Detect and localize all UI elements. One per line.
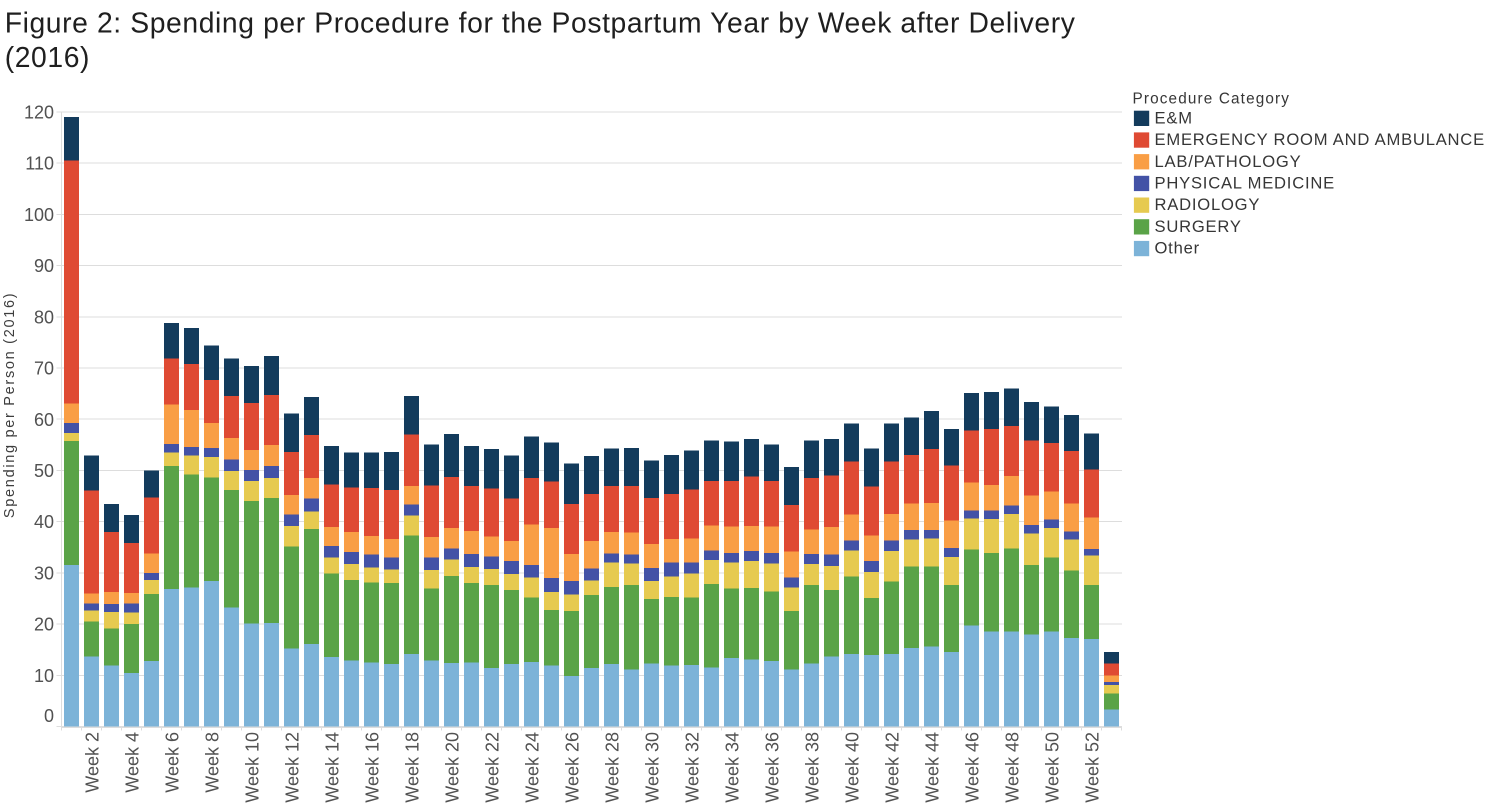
svg-text:Week 36: Week 36 bbox=[763, 732, 783, 803]
svg-text:Week 14: Week 14 bbox=[323, 732, 343, 803]
svg-text:60: 60 bbox=[34, 410, 54, 430]
svg-text:0: 0 bbox=[44, 706, 54, 726]
svg-text:Week 20: Week 20 bbox=[443, 732, 463, 803]
svg-text:Week 12: Week 12 bbox=[283, 732, 303, 803]
svg-text:Week 8: Week 8 bbox=[203, 732, 223, 793]
svg-text:20: 20 bbox=[34, 615, 54, 635]
svg-text:90: 90 bbox=[34, 256, 54, 276]
svg-text:Figure 2: Spending per Procedu: Figure 2: Spending per Procedure for the… bbox=[5, 7, 1076, 39]
svg-text:Week 2: Week 2 bbox=[83, 732, 103, 793]
svg-text:Other: Other bbox=[1155, 239, 1200, 258]
svg-text:50: 50 bbox=[34, 461, 54, 481]
svg-text:Spending per Person (2016): Spending per Person (2016) bbox=[2, 292, 18, 518]
svg-text:120: 120 bbox=[24, 102, 54, 122]
svg-text:Procedure Category: Procedure Category bbox=[1133, 91, 1291, 108]
svg-text:10: 10 bbox=[34, 666, 54, 686]
svg-text:Week 50: Week 50 bbox=[1043, 732, 1063, 803]
svg-text:Week 28: Week 28 bbox=[603, 732, 623, 803]
svg-text:E&M: E&M bbox=[1155, 108, 1193, 127]
svg-text:30: 30 bbox=[34, 563, 54, 583]
svg-text:(2016): (2016) bbox=[5, 41, 90, 73]
svg-text:100: 100 bbox=[24, 205, 54, 225]
svg-text:PHYSICAL MEDICINE: PHYSICAL MEDICINE bbox=[1155, 174, 1335, 193]
svg-text:Week 46: Week 46 bbox=[963, 732, 983, 803]
svg-text:Week 30: Week 30 bbox=[643, 732, 663, 803]
svg-text:70: 70 bbox=[34, 359, 54, 379]
svg-text:Week 42: Week 42 bbox=[883, 732, 903, 803]
svg-text:LAB/PATHOLOGY: LAB/PATHOLOGY bbox=[1155, 152, 1302, 171]
svg-text:Week 6: Week 6 bbox=[163, 732, 183, 793]
svg-text:40: 40 bbox=[34, 512, 54, 532]
svg-text:Week 18: Week 18 bbox=[403, 732, 423, 803]
svg-text:Week 40: Week 40 bbox=[843, 732, 863, 803]
svg-text:Week 48: Week 48 bbox=[1003, 732, 1023, 803]
svg-text:Week 16: Week 16 bbox=[363, 732, 383, 803]
svg-text:Week 4: Week 4 bbox=[123, 732, 143, 793]
svg-text:Week 24: Week 24 bbox=[523, 732, 543, 803]
svg-text:RADIOLOGY: RADIOLOGY bbox=[1155, 195, 1261, 214]
svg-text:Week 32: Week 32 bbox=[683, 732, 703, 803]
svg-text:110: 110 bbox=[25, 154, 54, 174]
svg-text:80: 80 bbox=[34, 307, 54, 327]
svg-text:Week 22: Week 22 bbox=[483, 732, 503, 803]
svg-text:Week 38: Week 38 bbox=[803, 732, 823, 803]
svg-text:Week 10: Week 10 bbox=[243, 732, 263, 803]
svg-text:Week 34: Week 34 bbox=[723, 732, 743, 803]
svg-text:EMERGENCY ROOM AND AMBULANCE: EMERGENCY ROOM AND AMBULANCE bbox=[1155, 130, 1485, 149]
svg-text:SURGERY: SURGERY bbox=[1155, 217, 1242, 236]
svg-text:Week 26: Week 26 bbox=[563, 732, 583, 803]
svg-text:Week 44: Week 44 bbox=[923, 732, 943, 803]
svg-text:Week 52: Week 52 bbox=[1083, 732, 1103, 803]
